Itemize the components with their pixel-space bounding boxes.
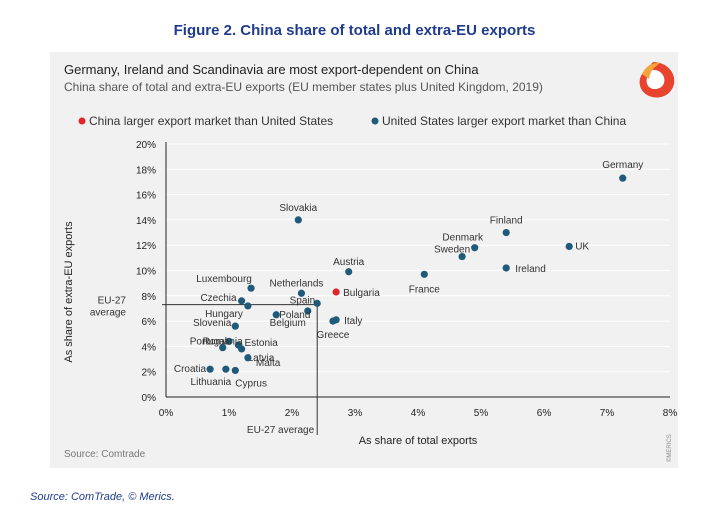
merics-logo-icon	[639, 62, 675, 98]
point-label-luxembourg: Luxembourg	[196, 274, 252, 285]
chart-headline: Germany, Ireland and Scandinavia are mos…	[64, 62, 479, 77]
point-greece	[329, 317, 337, 325]
x-tick-label: 5%	[474, 408, 489, 419]
y-tick-label: 18%	[136, 165, 156, 176]
point-uk	[565, 242, 573, 251]
point-label-germany: Germany	[602, 160, 643, 171]
x-tick-label: 0%	[159, 408, 174, 419]
point-croatia	[206, 365, 214, 373]
y-tick-label: 2%	[142, 368, 157, 379]
figure-title: Figure 2. China share of total and extra…	[173, 22, 536, 39]
average-y-label-2: average	[90, 308, 127, 319]
average-x-label: EU-27 average	[247, 425, 315, 436]
legend-marker-red	[78, 117, 86, 125]
point-label-slovenia: Slovenia	[193, 318, 232, 329]
x-axis-label: As share of total exports	[359, 435, 478, 447]
point-france	[420, 270, 428, 278]
point-label-bulgaria: Bulgaria	[343, 288, 380, 299]
point-hungary	[244, 302, 252, 310]
x-tick-label: 6%	[537, 408, 552, 419]
point-label-uk: UK	[575, 241, 589, 252]
point-ireland	[502, 264, 510, 272]
point-austria	[345, 268, 353, 276]
point-label-estonia: Estonia	[244, 338, 278, 349]
point-label-croatia: Croatia	[174, 364, 207, 375]
point-bulgaria	[332, 288, 340, 296]
point-label-portugal: Portugal	[190, 336, 227, 347]
point-label-austria: Austria	[333, 257, 365, 268]
point-label-slovakia: Slovakia	[279, 203, 317, 214]
y-tick-label: 0%	[142, 393, 157, 404]
point-malta	[244, 354, 252, 362]
point-romania	[219, 344, 227, 352]
point-germany	[619, 174, 627, 182]
chart-subtitle: China share of total and extra-EU export…	[64, 80, 543, 94]
point-portugal	[225, 337, 233, 345]
point-label-spain: Spain	[290, 295, 316, 306]
point-label-romania: Romania	[203, 337, 243, 348]
point-label-ireland: Ireland	[515, 264, 546, 275]
y-tick-label: 8%	[142, 292, 157, 303]
point-czechia	[238, 297, 246, 305]
merics-watermark: ©MERICS	[666, 434, 673, 462]
point-spain	[313, 299, 321, 307]
chart-legend: China larger export market than United S…	[78, 114, 626, 128]
point-label-hungary: Hungary	[205, 309, 243, 320]
y-tick-label: 4%	[142, 342, 157, 353]
point-cyprus	[231, 366, 239, 375]
y-tick-label: 6%	[142, 317, 157, 328]
y-tick-label: 12%	[136, 241, 156, 252]
point-netherlands	[297, 289, 306, 297]
x-tick-label: 2%	[285, 408, 300, 419]
x-tick-label: 8%	[663, 408, 678, 419]
point-lithuania	[222, 365, 230, 373]
x-tick-label: 1%	[222, 408, 237, 419]
point-luxembourg	[247, 284, 255, 292]
x-tick-label: 7%	[600, 408, 615, 419]
point-slovakia	[294, 216, 302, 224]
y-tick-label: 16%	[136, 191, 156, 202]
y-tick-label: 14%	[136, 216, 156, 227]
point-latvia	[238, 345, 246, 353]
legend-label-red: China larger export market than United S…	[89, 114, 333, 128]
x-tick-label: 3%	[348, 408, 363, 419]
point-label-finland: Finland	[490, 216, 523, 227]
point-poland	[272, 311, 280, 319]
gridlines	[166, 143, 670, 373]
x-tick-label: 4%	[411, 408, 426, 419]
y-tick-label: 20%	[136, 140, 156, 151]
point-label-netherlands: Netherlands	[269, 278, 323, 289]
point-slovenia	[231, 322, 239, 330]
point-label-france: France	[409, 284, 441, 295]
legend-marker-blue	[371, 117, 379, 125]
point-label-cyprus: Cyprus	[235, 378, 267, 389]
point-label-italy: Italy	[344, 316, 362, 327]
point-denmark	[471, 244, 479, 252]
average-y-label-1: EU-27	[98, 296, 127, 307]
chart-axes: 0% 2% 4% 6% 8% 10% 12% 14% 16% 18% 20% 0% 1% 2% 3% 4% 5%…	[136, 140, 677, 419]
point-belgium	[304, 307, 312, 315]
figure-source: Source: ComTrade, © Merics.	[30, 491, 175, 503]
point-label-greece: Greece	[317, 330, 350, 341]
panel-source: Source: Comtrade	[64, 449, 146, 460]
point-label-denmark: Denmark	[442, 233, 484, 244]
scatter-chart: Germany, Ireland and Scandinavia are mos…	[63, 62, 677, 462]
legend-label-blue: United States larger export market than …	[382, 114, 626, 128]
point-label-latvia: Latvia	[248, 353, 275, 364]
y-tick-label: 10%	[136, 267, 156, 278]
point-label-belgium: Belgium	[270, 318, 306, 329]
point-sweden	[458, 252, 466, 261]
point-label-czechia: Czechia	[200, 293, 237, 304]
chart-panel: Germany, Ireland and Scandinavia are mos…	[50, 52, 678, 468]
point-label-lithuania: Lithuania	[191, 377, 232, 388]
point-label-poland: Poland	[279, 310, 310, 321]
point-finland	[502, 228, 510, 237]
point-label-sweden: Sweden	[434, 245, 470, 256]
point-label-malta: Malta	[256, 358, 281, 369]
y-axis-label: As share of extra-EU exports	[63, 221, 75, 363]
